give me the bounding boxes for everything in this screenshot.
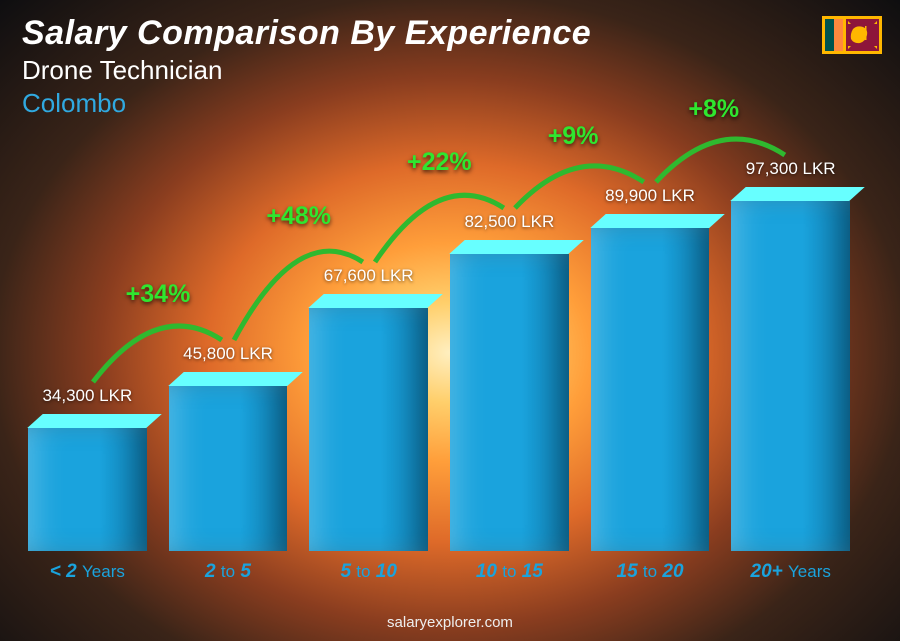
chart-subtitle: Drone Technician — [22, 55, 591, 86]
bar-value: 82,500 LKR — [464, 212, 554, 232]
bar-value: 97,300 LKR — [746, 159, 836, 179]
bar-group: 89,900 LKR 15 to 20 — [591, 186, 710, 583]
flag-icon — [822, 16, 882, 54]
x-axis-label: < 2 Years — [50, 561, 125, 583]
bar-value: 34,300 LKR — [42, 386, 132, 406]
header: Salary Comparison By Experience Drone Te… — [22, 14, 591, 119]
x-axis-label: 15 to 20 — [617, 561, 684, 583]
x-axis-label: 10 to 15 — [476, 561, 543, 583]
bar — [450, 240, 569, 551]
bar-value: 45,800 LKR — [183, 344, 273, 364]
bar — [309, 294, 428, 551]
x-axis-label: 20+ Years — [751, 561, 831, 583]
bar-group: 34,300 LKR < 2 Years — [28, 386, 147, 583]
bar-group: 45,800 LKR 2 to 5 — [169, 344, 288, 583]
bar — [591, 214, 710, 551]
growth-pct: +8% — [688, 95, 739, 124]
bar-value: 89,900 LKR — [605, 186, 695, 206]
footer-credit: salaryexplorer.com — [0, 614, 900, 631]
x-axis-label: 2 to 5 — [205, 561, 251, 583]
bar-group: 67,600 LKR 5 to 10 — [309, 266, 428, 583]
bar-chart: 34,300 LKR < 2 Years 45,800 LKR 2 to 5 67,60… — [28, 140, 850, 583]
x-axis-label: 5 to 10 — [340, 561, 396, 583]
chart-title: Salary Comparison By Experience — [22, 14, 591, 53]
bar-value: 67,600 LKR — [324, 266, 414, 286]
growth-pct: +9% — [548, 122, 599, 151]
bar — [28, 414, 147, 551]
bar-group: 82,500 LKR 10 to 15 — [450, 212, 569, 583]
chart-location: Colombo — [22, 88, 591, 119]
growth-pct: +48% — [266, 202, 331, 231]
bar — [731, 187, 850, 551]
bar-group: 97,300 LKR 20+ Years — [731, 159, 850, 583]
bar — [169, 372, 288, 551]
growth-pct: +22% — [407, 148, 472, 177]
growth-pct: +34% — [126, 280, 191, 309]
